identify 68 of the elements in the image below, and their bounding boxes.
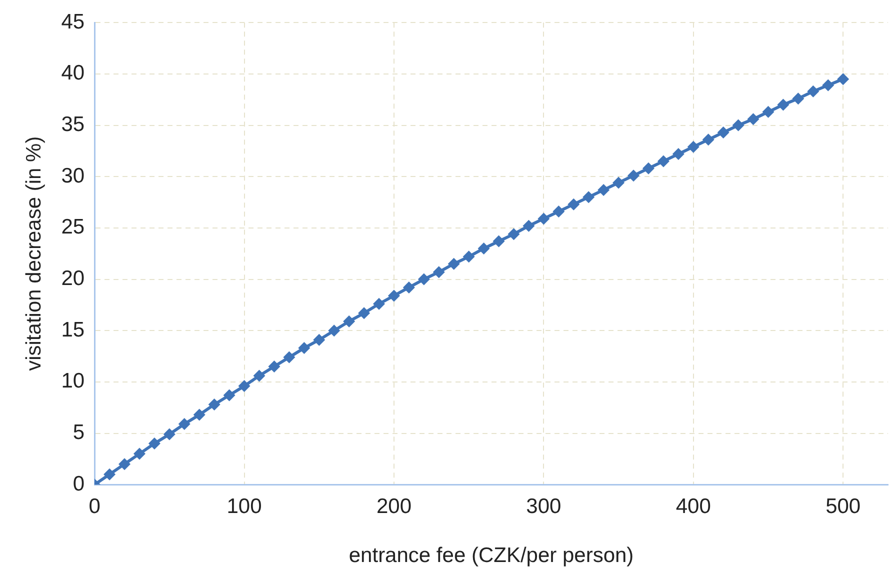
point: [538, 212, 550, 225]
point: [448, 258, 460, 270]
point: [598, 184, 610, 196]
point: [732, 119, 744, 132]
y-tick-label: 40: [61, 62, 85, 85]
y-tick-label: 30: [61, 164, 85, 188]
point: [432, 266, 445, 278]
point: [388, 290, 400, 302]
point: [343, 315, 356, 328]
point: [837, 73, 850, 86]
point: [672, 148, 684, 160]
point: [612, 176, 625, 189]
point: [552, 206, 565, 218]
point: [402, 281, 415, 294]
y-tick-label: 5: [72, 421, 85, 444]
y-axis-title: visitation decrease (in %): [22, 136, 46, 371]
point: [717, 126, 730, 138]
point: [104, 468, 116, 480]
point: [238, 380, 250, 392]
point: [193, 408, 206, 421]
point: [628, 170, 640, 182]
point: [313, 334, 326, 346]
x-tick-label: 0: [88, 494, 100, 518]
x-tick-label: 100: [226, 494, 262, 518]
point: [133, 448, 146, 460]
y-tick-label: 35: [61, 113, 85, 136]
point: [687, 140, 700, 153]
point: [298, 342, 310, 354]
point: [328, 324, 340, 337]
point: [478, 242, 490, 254]
point: [418, 273, 430, 286]
x-tick-label: 400: [676, 494, 711, 518]
point: [178, 418, 190, 430]
point: [807, 85, 820, 98]
point: [373, 298, 385, 310]
y-tick-label: 0: [72, 472, 85, 496]
point: [657, 155, 670, 168]
point: [208, 398, 220, 411]
x-axis-title: entrance fee (CZK/per person): [348, 544, 634, 568]
point: [223, 389, 236, 402]
point: [163, 428, 176, 440]
y-tick-label: 20: [61, 267, 85, 290]
x-tick-label: 500: [826, 494, 861, 518]
point: [777, 98, 790, 111]
point: [358, 307, 370, 320]
point: [792, 92, 804, 105]
point: [118, 458, 130, 470]
point: [702, 134, 714, 146]
point: [508, 228, 520, 240]
x-tick-label: 200: [376, 494, 412, 518]
point: [568, 198, 580, 210]
point: [253, 370, 266, 382]
x-tick-label: 300: [526, 494, 562, 518]
y-tick-label: 10: [61, 370, 85, 393]
point: [492, 235, 505, 248]
y-tick-label: 45: [61, 10, 85, 34]
point: [148, 438, 160, 450]
point: [747, 113, 760, 126]
point: [822, 79, 834, 92]
point: [762, 106, 774, 118]
point: [522, 220, 535, 232]
y-tick-label: 25: [61, 216, 85, 239]
point: [642, 162, 654, 174]
y-tick-label: 15: [61, 318, 85, 342]
point: [582, 191, 595, 204]
point: [283, 351, 296, 364]
point: [462, 250, 475, 263]
point: [268, 360, 280, 373]
